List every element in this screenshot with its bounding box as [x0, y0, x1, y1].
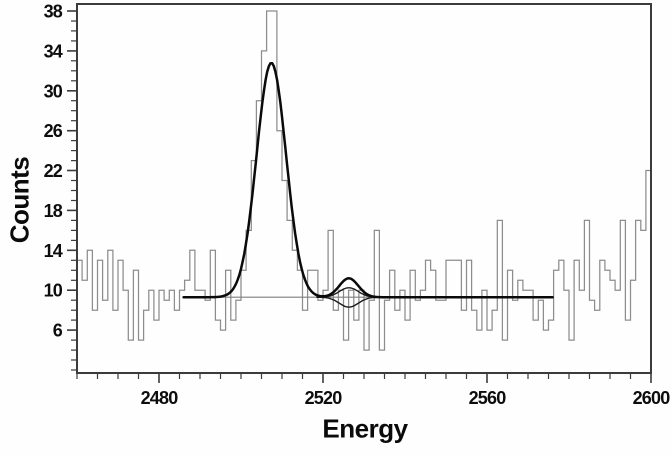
y-tick-label: 34 [44, 41, 63, 61]
y-tick-label: 22 [44, 161, 63, 181]
y-axis-title: Counts [4, 156, 35, 244]
y-tick-label: 18 [44, 201, 63, 221]
y-tick-label: 10 [44, 281, 63, 301]
x-axis-title: Energy [322, 413, 408, 444]
plot-border [76, 3, 652, 374]
y-tick-label: 38 [44, 2, 63, 22]
y-tick-label: 6 [53, 321, 63, 341]
y-tick-label: 26 [44, 121, 63, 141]
histogram-outline [77, 10, 651, 351]
fit-main-curve [182, 61, 554, 299]
x-tick-label: 2560 [469, 388, 507, 408]
y-tick-label: 14 [44, 241, 63, 261]
x-tick-label: 2520 [305, 388, 343, 408]
y-tick-label: 30 [44, 81, 63, 101]
x-tick-label: 2600 [633, 388, 671, 408]
x-tick-label: 2480 [141, 388, 179, 408]
